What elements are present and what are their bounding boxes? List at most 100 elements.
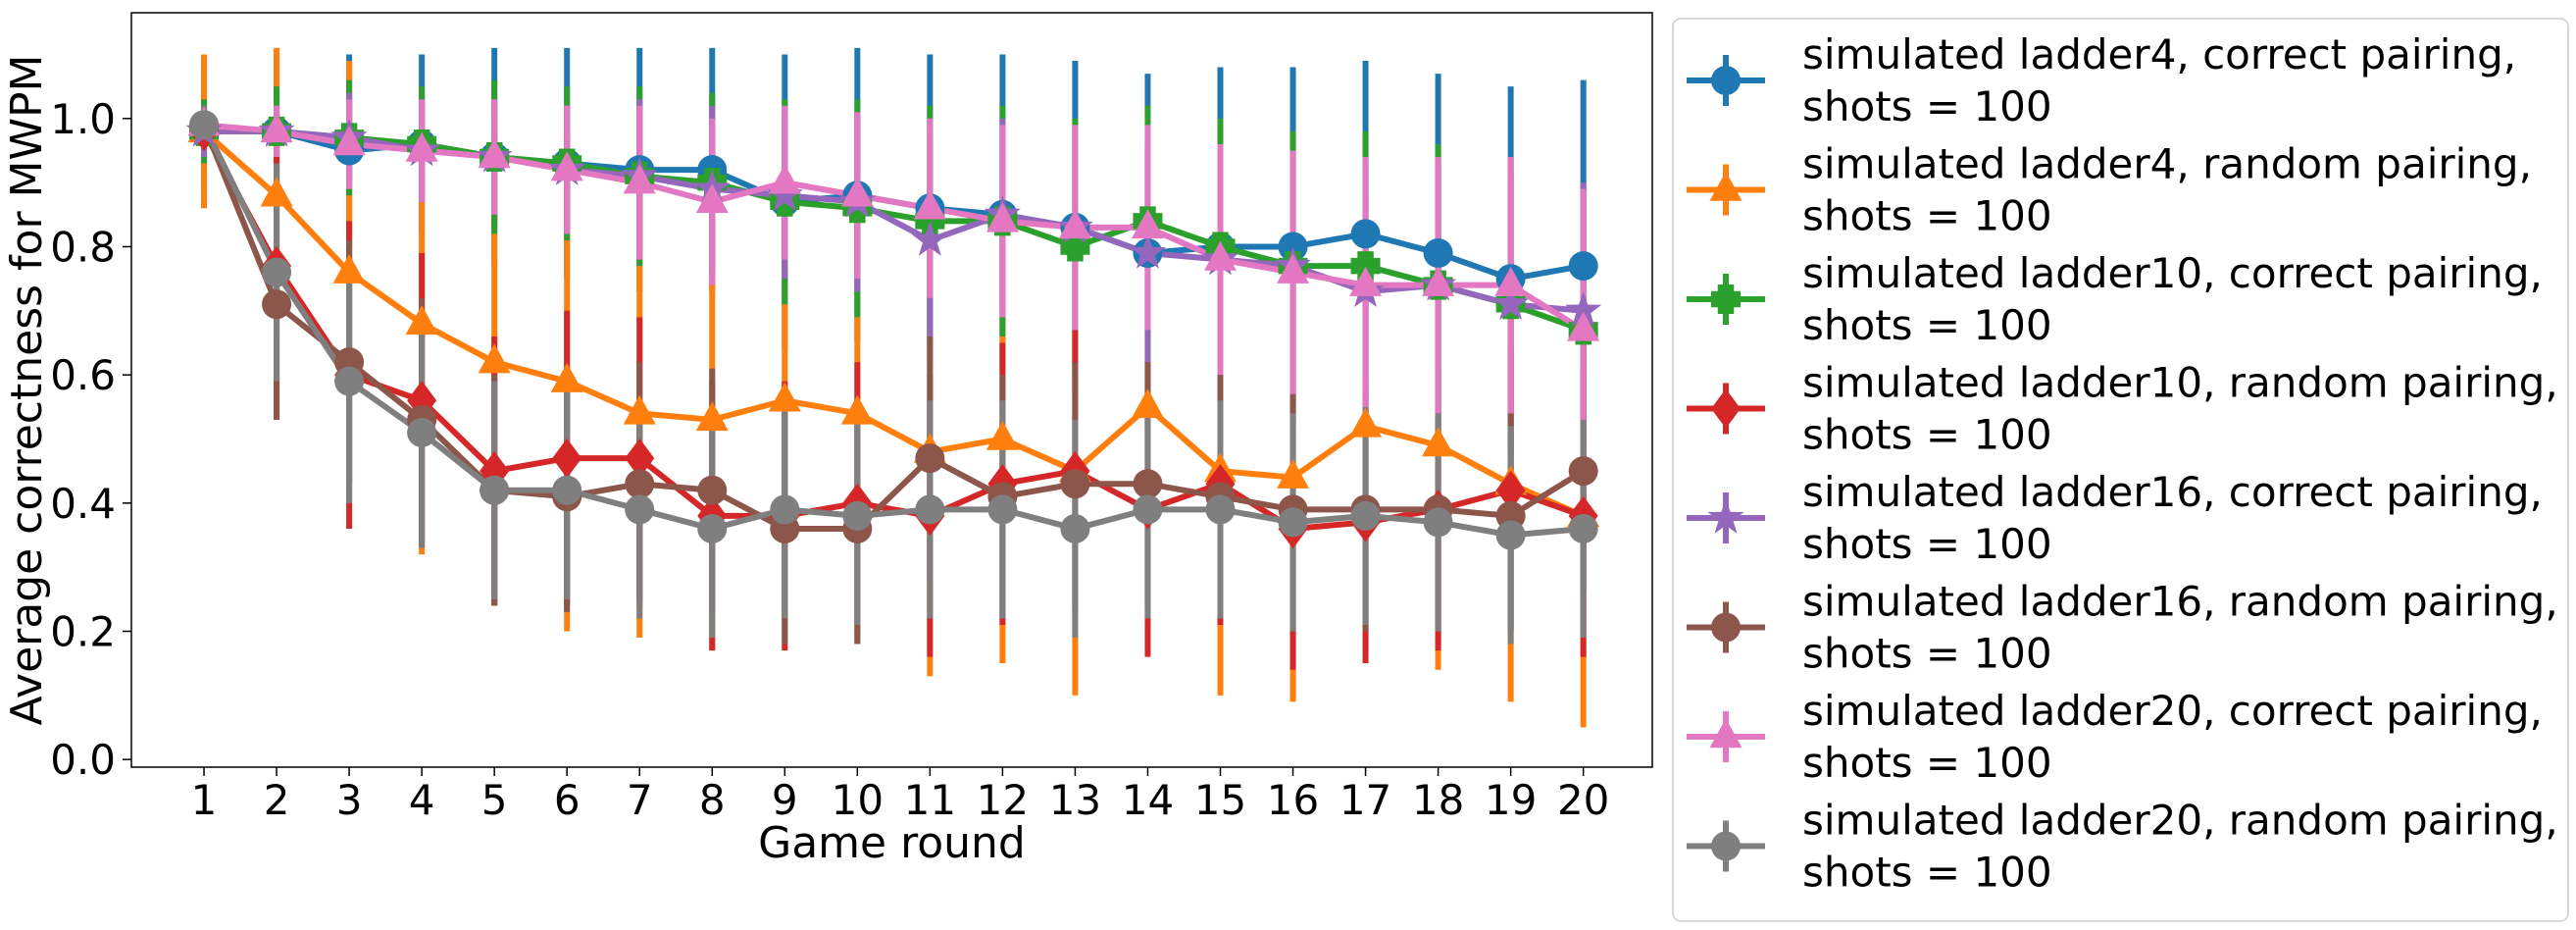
legend-marker-8	[1711, 831, 1741, 861]
legend-label-6: simulated ladder16, random pairing, shots…	[1802, 578, 2558, 678]
x-tick-label-19: 19	[1485, 776, 1537, 824]
legend-label-5: simulated ladder16, correct pairing, shot…	[1802, 468, 2543, 568]
legend-label-3: simulated ladder10, correct pairing, shot…	[1802, 249, 2543, 349]
x-tick-label-12: 12	[977, 776, 1029, 824]
data-point-series-8-point-19	[1495, 520, 1526, 550]
data-point-series-7-point-6	[550, 151, 583, 181]
data-point-series-2-point-12	[985, 420, 1019, 450]
data-point-series-8-point-8	[697, 513, 728, 543]
data-point-series-2-point-18	[1422, 427, 1455, 457]
x-tick-label-13: 13	[1049, 776, 1101, 824]
data-point-series-8-point-5	[480, 475, 510, 505]
x-tick-label-7: 7	[627, 776, 653, 824]
y-tick-label-6: 1.0	[50, 95, 116, 143]
data-point-series-8-point-7	[625, 494, 655, 525]
data-point-series-2-point-4	[405, 305, 438, 336]
data-point-series-2-point-16	[1277, 458, 1310, 489]
data-point-series-1-point-20	[1568, 251, 1598, 282]
y-tick-label-4: 0.6	[50, 351, 116, 399]
data-point-series-8-point-4	[407, 417, 437, 447]
y-axis-ticks: 0.0 0.2 0.4 0.6 0.8 1.0	[50, 95, 131, 784]
data-point-series-6-point-8	[697, 475, 728, 505]
data-point-series-7-point-7	[623, 164, 656, 194]
legend-label-2: simulated ladder4, random pairing, shots …	[1802, 140, 2532, 240]
data-point-series-8-point-9	[770, 494, 800, 525]
data-point-series-3-point-17	[1350, 251, 1381, 282]
x-tick-label-11: 11	[904, 776, 956, 824]
legend-marker-1	[1711, 66, 1741, 95]
data-point-series-2-point-9	[768, 382, 801, 412]
series-line-2	[202, 129, 1585, 519]
data-point-series-4-point-19	[1495, 470, 1526, 511]
data-point-series-8-point-12	[987, 494, 1018, 525]
data-point-series-7-point-19	[1494, 266, 1528, 296]
data-point-series-7-point-3	[332, 126, 366, 156]
data-point-series-2-point-7	[623, 394, 656, 425]
plot-area-frame	[130, 12, 1653, 768]
data-point-series-8-point-18	[1423, 507, 1453, 538]
data-point-series-5-point-11	[911, 221, 948, 256]
data-point-series-7-point-5	[478, 138, 511, 169]
x-tick-label-10: 10	[832, 776, 884, 824]
y-tick-label-5: 0.8	[50, 223, 116, 271]
data-point-series-6-point-20	[1568, 456, 1598, 487]
data-point-series-8-point-2	[262, 257, 292, 287]
x-tick-label-18: 18	[1412, 776, 1464, 824]
y-tick-label-1: 0.0	[50, 736, 116, 784]
x-tick-label-5: 5	[481, 776, 508, 824]
data-point-series-5-point-19	[1492, 284, 1530, 321]
data-point-series-8-point-10	[842, 500, 873, 531]
legend-marker-7	[1709, 718, 1743, 749]
y-tick-label-2: 0.2	[50, 607, 116, 655]
data-point-series-2-point-10	[840, 394, 874, 425]
data-point-series-4-point-7	[625, 438, 655, 479]
x-tick-label-15: 15	[1194, 776, 1246, 824]
data-point-series-2-point-17	[1349, 407, 1383, 438]
data-point-series-8-point-15	[1205, 494, 1236, 525]
data-point-series-8-point-3	[334, 366, 365, 396]
data-point-series-8-point-11	[915, 494, 945, 525]
y-axis-label: Average correctness for MWPM	[2, 55, 52, 726]
data-point-series-1-point-17	[1350, 219, 1381, 249]
x-tick-label-3: 3	[336, 776, 363, 824]
x-tick-label-2: 2	[264, 776, 290, 824]
data-point-series-7-point-12	[985, 202, 1019, 232]
data-point-series-8-point-1	[189, 110, 220, 140]
data-point-series-8-point-6	[552, 475, 582, 505]
data-point-series-7-point-20	[1567, 311, 1600, 341]
legend: simulated ladder4, correct pairing, shots…	[1672, 18, 2569, 922]
legend-label-7: simulated ladder20, correct pairing, shot…	[1802, 687, 2543, 787]
x-tick-label-17: 17	[1339, 776, 1391, 824]
data-point-series-8-point-20	[1568, 513, 1598, 543]
data-point-series-7-point-2	[260, 113, 293, 143]
legend-marker-5	[1707, 498, 1744, 534]
data-point-series-2-point-6	[550, 362, 583, 392]
x-tick-label-8: 8	[699, 776, 726, 824]
data-point-series-8-point-14	[1133, 494, 1163, 525]
x-tick-label-1: 1	[191, 776, 218, 824]
legend-marker-6	[1711, 612, 1741, 643]
legend-marker-4	[1711, 388, 1741, 429]
x-tick-label-20: 20	[1557, 776, 1609, 824]
data-point-series-4-point-6	[552, 438, 582, 479]
data-point-series-5-point-20	[1565, 291, 1602, 327]
data-point-series-7-point-10	[840, 177, 874, 207]
data-point-series-7-point-8	[695, 182, 729, 213]
data-point-series-6-point-13	[1060, 469, 1090, 499]
data-point-series-8-point-13	[1060, 513, 1090, 543]
data-point-series-7-point-15	[1204, 240, 1237, 271]
data-point-series-2-point-2	[260, 177, 293, 207]
legend-frame	[1672, 18, 2569, 922]
data-point-series-8-point-16	[1278, 507, 1308, 538]
data-point-series-7-point-18	[1422, 266, 1455, 296]
data-point-series-5-point-14	[1129, 233, 1167, 269]
data-point-series-6-point-7	[625, 469, 655, 499]
data-point-series-2-point-3	[332, 253, 366, 284]
data-point-series-7-point-4	[405, 131, 438, 162]
x-tick-label-4: 4	[409, 776, 435, 824]
series-markers	[185, 106, 1602, 550]
data-point-series-6-point-11	[915, 443, 945, 474]
data-point-series-7-point-14	[1131, 209, 1164, 239]
data-point-series-1-point-18	[1423, 238, 1453, 269]
